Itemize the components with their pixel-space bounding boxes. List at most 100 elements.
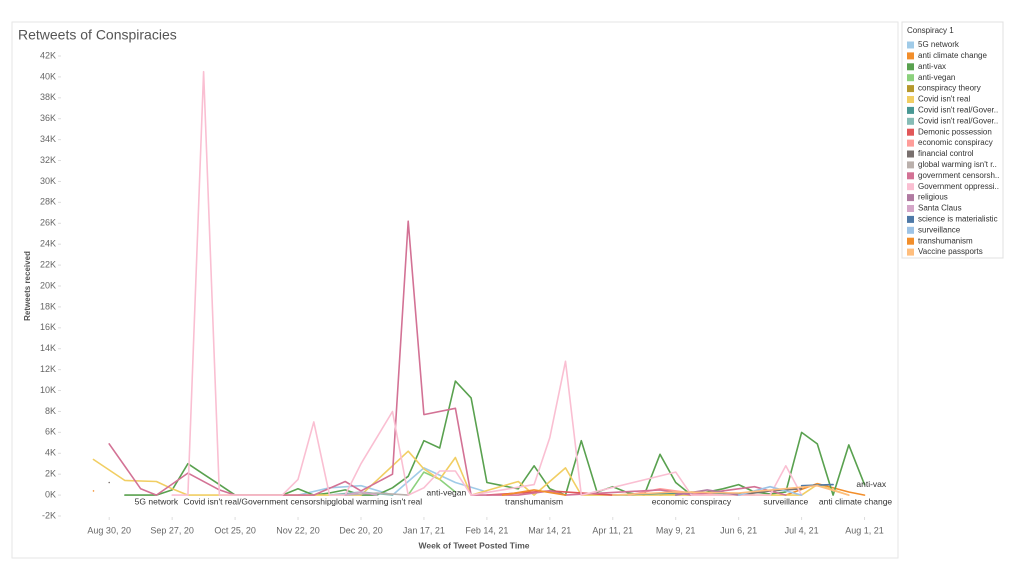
x-tick-label: Sep 27, 20 [150, 525, 194, 535]
y-tick-label: 8K [45, 406, 56, 416]
legend-label: religious [918, 193, 948, 202]
x-axis-title: Week of Tweet Posted Time [418, 540, 529, 550]
y-tick-label: 38K [40, 92, 56, 102]
legend-label: anti climate change [918, 51, 987, 60]
legend-label: Vaccine passports [918, 247, 983, 256]
legend-swatch [907, 237, 914, 245]
series-line [612, 484, 850, 496]
legend-label: global warming isn't r.. [918, 160, 997, 169]
legend-swatch [907, 194, 914, 202]
legend-label: Covid isn't real [918, 95, 970, 104]
legend-label: Covid isn't real/Gover.. [918, 106, 998, 115]
legend-swatch [907, 215, 914, 223]
legend-label: Government oppressi.. [918, 182, 999, 191]
annotation: transhumanism [505, 497, 563, 507]
series-line [344, 492, 409, 496]
legend-label: government censorsh.. [918, 171, 999, 180]
y-tick-label: 22K [40, 259, 56, 269]
legend-swatch [907, 96, 914, 103]
annotation: Covid isn't real/Government censorship [184, 497, 332, 507]
chart-frame [11, 21, 899, 559]
legend-swatch [907, 85, 914, 93]
legend-swatch [907, 226, 914, 234]
legend-swatch [907, 172, 914, 180]
x-tick-label: Nov 22, 20 [276, 525, 320, 535]
legend-swatch [907, 52, 914, 60]
legend-swatch [907, 205, 914, 212]
legend-label: 5G network [918, 40, 960, 49]
annotation: surveillance [763, 497, 808, 507]
legend-swatch [907, 63, 914, 71]
y-tick-label: 24K [40, 239, 56, 249]
x-tick-label: Jan 17, 21 [403, 525, 445, 535]
legend-label: science is materialistic [918, 215, 998, 224]
y-tick-label: 40K [40, 71, 56, 81]
x-tick-label: Dec 20, 20 [339, 525, 383, 535]
legend-swatch [907, 161, 914, 169]
legend-label: Covid isn't real/Gover.. [918, 116, 998, 125]
x-tick-label: Oct 25, 20 [214, 525, 256, 535]
legend-swatch [907, 106, 914, 114]
y-tick-label: 2K [45, 469, 56, 479]
legend-swatch [907, 41, 914, 49]
annotation: anti-vax [856, 479, 887, 489]
y-tick-label: 10K [40, 385, 56, 395]
y-tick-label: 32K [40, 155, 56, 165]
y-tick-label: 20K [40, 280, 56, 290]
series-line [171, 70, 803, 496]
legend-label: conspiracy theory [918, 84, 981, 93]
y-tick-label: 6K [45, 427, 56, 437]
legend-label: Santa Claus [918, 204, 962, 213]
y-axis-title: Retweets received [23, 251, 32, 321]
x-tick-label: Aug 30, 20 [87, 525, 131, 535]
y-tick-label: 36K [40, 113, 56, 123]
annotation: economic conspiracy [652, 497, 732, 507]
series-line [108, 220, 787, 496]
y-tick-label: 18K [40, 301, 56, 311]
legend-swatch [907, 117, 914, 125]
annotation: anti-vegan [427, 487, 467, 497]
legend-swatch [907, 128, 914, 136]
y-tick-label: -2K [42, 510, 56, 520]
chart-title: Retweets of Conspiracies [18, 27, 177, 43]
legend-swatch [907, 74, 914, 82]
legend-title: Conspiracy 1 [907, 26, 954, 35]
annotation: 5G network [135, 497, 179, 507]
x-tick-label: Aug 1, 21 [845, 525, 884, 535]
legend-swatch [907, 139, 914, 147]
y-tick-label: 0K [45, 489, 56, 499]
y-tick-label: 26K [40, 218, 56, 228]
legend [901, 21, 1004, 259]
x-tick-label: Apr 11, 21 [592, 525, 633, 535]
legend-label: anti-vegan [918, 73, 955, 82]
legend-label: anti-vax [918, 62, 946, 71]
y-tick-label: 42K [40, 50, 56, 60]
series-line [407, 471, 457, 496]
legend-label: financial control [918, 149, 974, 158]
y-tick-label: 16K [40, 322, 56, 332]
annotation: global warming isn't real [331, 497, 422, 507]
series-line [344, 491, 378, 496]
legend-label: economic conspiracy [918, 138, 993, 147]
legend-label: surveillance [918, 225, 961, 234]
x-tick-label: Jun 6, 21 [720, 525, 757, 535]
x-tick-label: May 9, 21 [656, 525, 696, 535]
x-tick-label: Jul 4, 21 [785, 525, 819, 535]
y-tick-label: 4K [45, 448, 56, 458]
y-tick-label: 14K [40, 343, 56, 353]
y-tick-label: 34K [40, 134, 56, 144]
x-tick-label: Mar 14, 21 [528, 525, 571, 535]
legend-swatch [907, 183, 914, 191]
y-tick-label: 28K [40, 197, 56, 207]
legend-swatch [907, 150, 914, 158]
legend-label: transhumanism [918, 236, 973, 245]
annotation: anti climate change [819, 497, 893, 507]
series-line [627, 488, 724, 496]
legend-swatch [907, 248, 914, 256]
y-tick-label: 30K [40, 176, 56, 186]
x-tick-label: Feb 14, 21 [465, 525, 508, 535]
legend-label: Demonic possession [918, 127, 992, 136]
y-tick-label: 12K [40, 364, 56, 374]
series-line [92, 489, 567, 496]
